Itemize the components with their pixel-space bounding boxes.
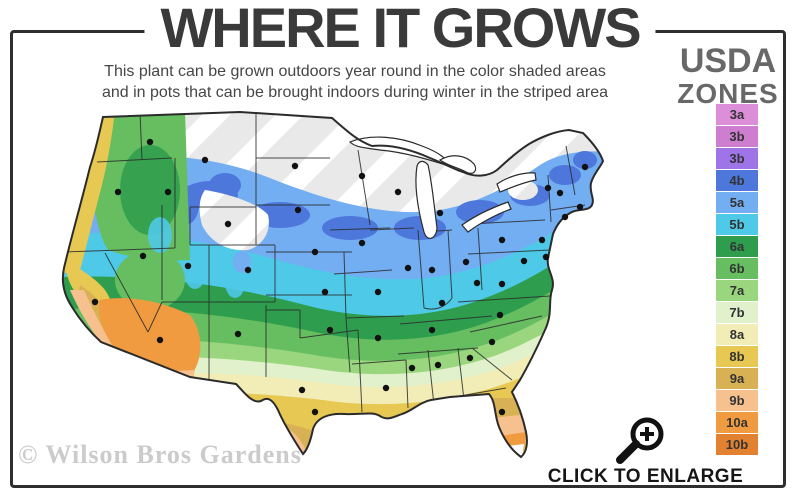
legend-zone-cell: 3b [716,148,758,169]
legend-zone-cell: 10b [716,434,758,455]
legend-zone-cell: 6b [716,258,758,279]
legend-zone-cell: 4b [716,170,758,191]
state-borders [63,112,586,413]
subtitle-line-1: This plant can be grown outdoors year ro… [104,63,606,80]
page-title-wrap: WHERE IT GROWS [144,0,656,59]
click-to-enlarge-label[interactable]: CLICK TO ENLARGE [547,466,744,487]
state-dots [91,138,589,416]
legend-zone-cell: 5a [716,192,758,213]
legend-zone-cell: 7b [716,302,758,323]
mountain-cyan-patches [148,217,245,298]
watermark: © Wilson Bros Gardens [18,440,302,469]
legend-title: USDA ZONES [672,44,784,108]
legend-zone-cell: 5b [716,214,758,235]
legend-title-zones: ZONES [677,78,779,109]
legend-title-usda: USDA [679,42,777,80]
subtitle: This plant can be grown outdoors year ro… [30,61,680,103]
legend-zone-cell: 9b [716,390,758,411]
legend-zone-cell: 3a [716,104,758,125]
usda-zones-legend: 3a 3b 3b 4b 5a 5b 6a 6b 7a 7b 8a 8b 9a 9b 10a 10b [716,104,758,455]
great-lakes [348,136,537,239]
subtitle-line-2: and in pots that can be brought indoors … [101,84,609,102]
map-zone-bands [62,112,603,457]
legend-zone-cell: 8b [716,346,758,367]
legend-zone-cell: 10a [716,412,758,433]
legend-zone-cell: 3b [716,126,758,147]
legend-zone-cell: 6a [716,236,758,257]
legend-zone-cell: 9a [716,368,758,389]
page-title: WHERE IT GROWS [160,0,641,59]
legend-zone-cell: 8a [716,324,758,345]
legend-zone-cell: 7a [716,280,758,301]
magnifier-plus-icon[interactable] [606,404,676,470]
